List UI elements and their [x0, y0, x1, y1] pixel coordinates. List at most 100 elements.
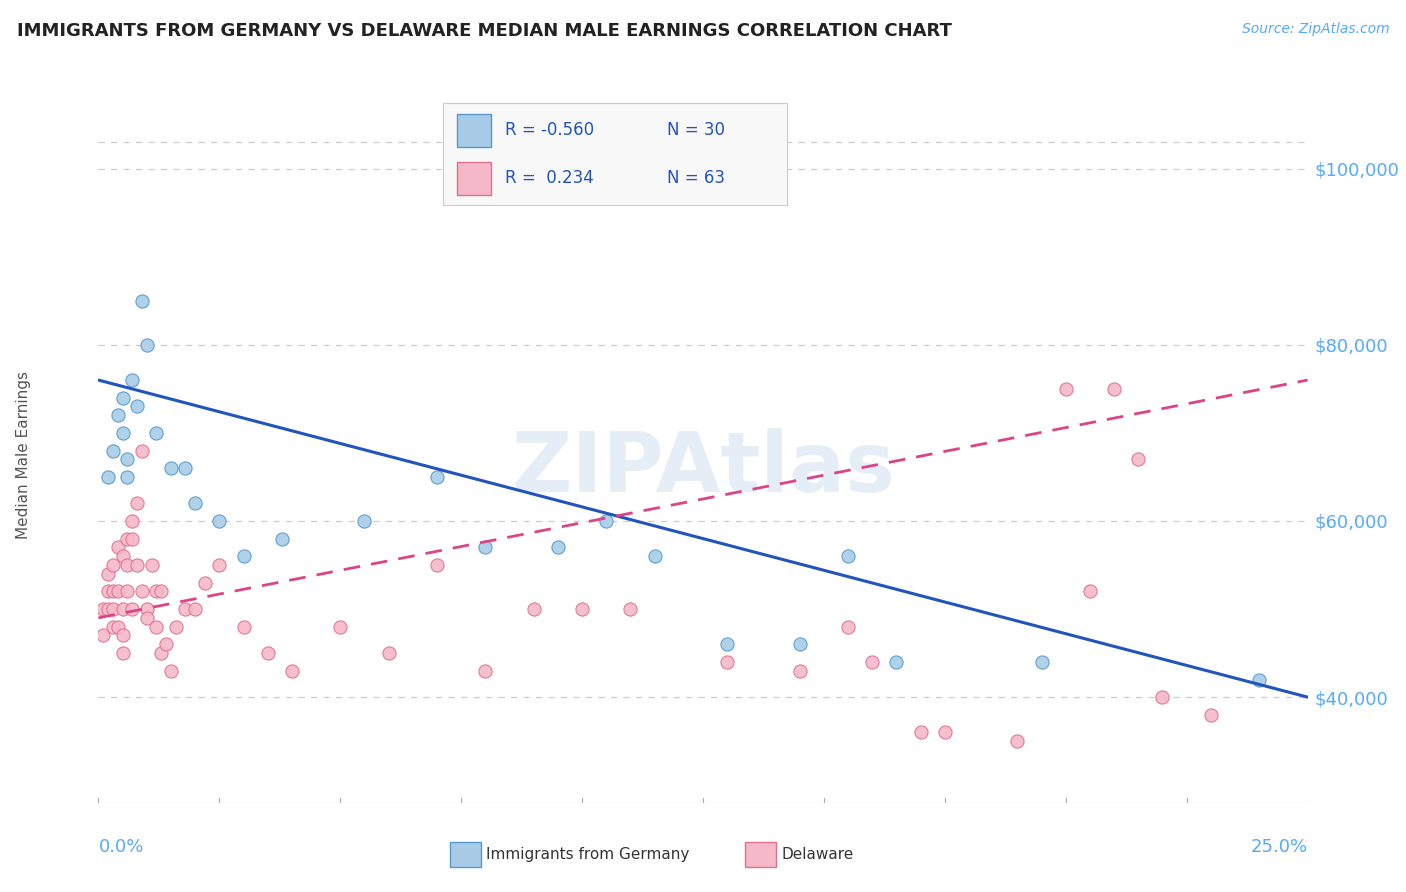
Point — [426, 558, 449, 572]
Point — [121, 602, 143, 616]
Point — [1199, 707, 1222, 722]
Point — [910, 725, 932, 739]
Point — [353, 514, 375, 528]
Point — [150, 584, 173, 599]
Text: Median Male Earnings: Median Male Earnings — [15, 371, 31, 539]
Point — [1102, 382, 1125, 396]
Point — [121, 532, 143, 546]
Point — [107, 584, 129, 599]
Text: N = 30: N = 30 — [666, 121, 725, 139]
Point — [208, 558, 231, 572]
Point — [1054, 382, 1077, 396]
FancyBboxPatch shape — [457, 162, 491, 194]
Point — [131, 584, 153, 599]
Point — [1152, 690, 1174, 705]
Point — [789, 664, 811, 678]
Point — [1078, 584, 1101, 599]
Point — [208, 514, 231, 528]
Point — [547, 541, 569, 555]
Point — [145, 584, 167, 599]
Point — [107, 620, 129, 634]
Point — [329, 620, 352, 634]
Point — [619, 602, 641, 616]
Point — [377, 646, 399, 660]
Point — [184, 496, 207, 510]
Point — [837, 620, 859, 634]
Point — [101, 620, 124, 634]
Point — [97, 566, 120, 581]
Point — [127, 496, 149, 510]
Point — [716, 637, 738, 651]
Point — [135, 611, 157, 625]
Text: R =  0.234: R = 0.234 — [505, 169, 593, 187]
Point — [117, 558, 139, 572]
Point — [101, 443, 124, 458]
Point — [523, 602, 546, 616]
Text: R = -0.560: R = -0.560 — [505, 121, 593, 139]
Point — [135, 338, 157, 352]
Point — [145, 620, 167, 634]
Point — [232, 620, 254, 634]
Point — [111, 602, 134, 616]
Point — [886, 655, 908, 669]
Point — [934, 725, 956, 739]
Point — [117, 470, 139, 484]
Point — [101, 584, 124, 599]
Point — [595, 514, 617, 528]
Point — [101, 558, 124, 572]
Point — [107, 541, 129, 555]
Text: N = 63: N = 63 — [666, 169, 725, 187]
Text: Immigrants from Germany: Immigrants from Germany — [486, 847, 690, 862]
Point — [184, 602, 207, 616]
Point — [174, 461, 197, 475]
Point — [1007, 734, 1029, 748]
Point — [91, 602, 114, 616]
Point — [101, 602, 124, 616]
Point — [426, 470, 449, 484]
Text: 25.0%: 25.0% — [1250, 838, 1308, 856]
Point — [1249, 673, 1271, 687]
Point — [716, 655, 738, 669]
Point — [97, 584, 120, 599]
Point — [474, 541, 496, 555]
Point — [127, 400, 149, 414]
Text: ZIPAtlas: ZIPAtlas — [510, 428, 896, 509]
Text: Delaware: Delaware — [782, 847, 853, 862]
Point — [111, 391, 134, 405]
Point — [107, 409, 129, 423]
Point — [97, 602, 120, 616]
Point — [145, 425, 167, 440]
Point — [131, 293, 153, 308]
Point — [127, 558, 149, 572]
Point — [174, 602, 197, 616]
Point — [111, 628, 134, 642]
Text: Source: ZipAtlas.com: Source: ZipAtlas.com — [1241, 22, 1389, 37]
Point — [1128, 452, 1150, 467]
Point — [111, 549, 134, 564]
Point — [281, 664, 304, 678]
Point — [97, 470, 120, 484]
Point — [837, 549, 859, 564]
Point — [271, 532, 294, 546]
Point — [117, 532, 139, 546]
Point — [474, 664, 496, 678]
Point — [91, 628, 114, 642]
Point — [256, 646, 278, 660]
Point — [117, 584, 139, 599]
Text: 0.0%: 0.0% — [98, 838, 143, 856]
Point — [194, 575, 217, 590]
Point — [111, 425, 134, 440]
Text: IMMIGRANTS FROM GERMANY VS DELAWARE MEDIAN MALE EARNINGS CORRELATION CHART: IMMIGRANTS FROM GERMANY VS DELAWARE MEDI… — [17, 22, 952, 40]
Point — [135, 602, 157, 616]
Point — [131, 443, 153, 458]
Point — [111, 646, 134, 660]
Point — [860, 655, 883, 669]
Point — [117, 452, 139, 467]
Point — [155, 637, 177, 651]
Point — [121, 514, 143, 528]
Point — [165, 620, 187, 634]
Point — [232, 549, 254, 564]
Point — [121, 373, 143, 387]
Point — [141, 558, 163, 572]
FancyBboxPatch shape — [457, 114, 491, 146]
